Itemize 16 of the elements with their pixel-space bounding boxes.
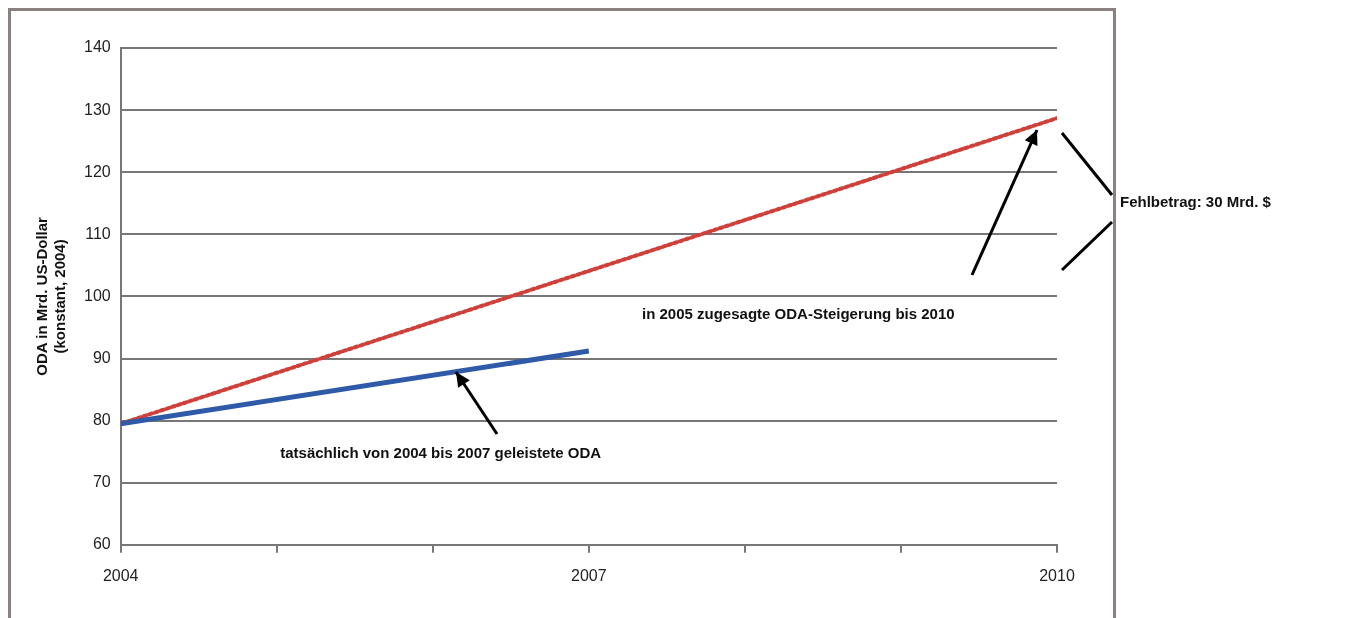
- y-tick-label: 90: [92, 348, 111, 366]
- y-tick-label: 60: [92, 535, 111, 553]
- x-tick-label: 2004: [102, 566, 139, 584]
- annotation: tatsächlich von 2004 bis 2007 geleistete ODA: [280, 443, 602, 461]
- y-tick-label: 110: [85, 224, 111, 242]
- y-tick-label: 140: [83, 38, 111, 56]
- y-axis-title: ODA in Mrd. US-Dollar (konstant, 2004): [33, 216, 69, 376]
- y-tick-label: 130: [83, 100, 111, 118]
- y-tick-label: 120: [83, 162, 111, 180]
- x-tick-label: 2010: [1039, 566, 1075, 584]
- y-tick-label: 100: [83, 286, 111, 304]
- y-tick-label: 70: [92, 473, 111, 491]
- x-tick-label: 2007: [571, 566, 607, 584]
- y-tick-label: 80: [92, 411, 111, 429]
- text: Fehlbetrag: 30 Mrd. $: [1120, 193, 1272, 211]
- annotation: in 2005 zugesagte ODA-Steigerung bis 2010: [642, 305, 955, 323]
